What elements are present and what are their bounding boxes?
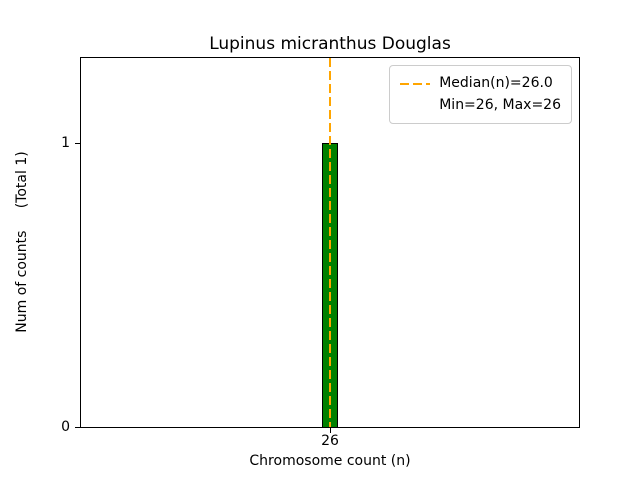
legend-row-minmax: Min=26, Max=26: [400, 95, 561, 117]
y-tick-label-1: 1: [61, 135, 70, 151]
y-axis-label: Num of counts (Total 1): [14, 151, 30, 333]
x-axis-label: Chromosome count (n): [249, 453, 411, 469]
y-tick-mark-1: [75, 143, 80, 144]
legend-label-minmax: Min=26, Max=26: [439, 96, 561, 113]
x-tick-label-26: 26: [321, 433, 339, 449]
y-tick-label-0: 0: [61, 419, 70, 435]
median-line-sample: [400, 82, 431, 85]
median-line: [329, 58, 331, 427]
legend-label-median: Median(n)=26.0: [439, 75, 553, 91]
x-tick-mark-26: [330, 428, 331, 433]
chart-title: Lupinus micranthus Douglas: [209, 34, 451, 54]
y-tick-mark-0: [75, 427, 80, 428]
plot-area: Median(n)=26.0 Min=26, Max=26: [80, 57, 580, 428]
legend-sample-spacer: [400, 105, 430, 107]
legend-row-median: Median(n)=26.0: [400, 73, 561, 95]
legend: Median(n)=26.0 Min=26, Max=26: [389, 65, 572, 125]
